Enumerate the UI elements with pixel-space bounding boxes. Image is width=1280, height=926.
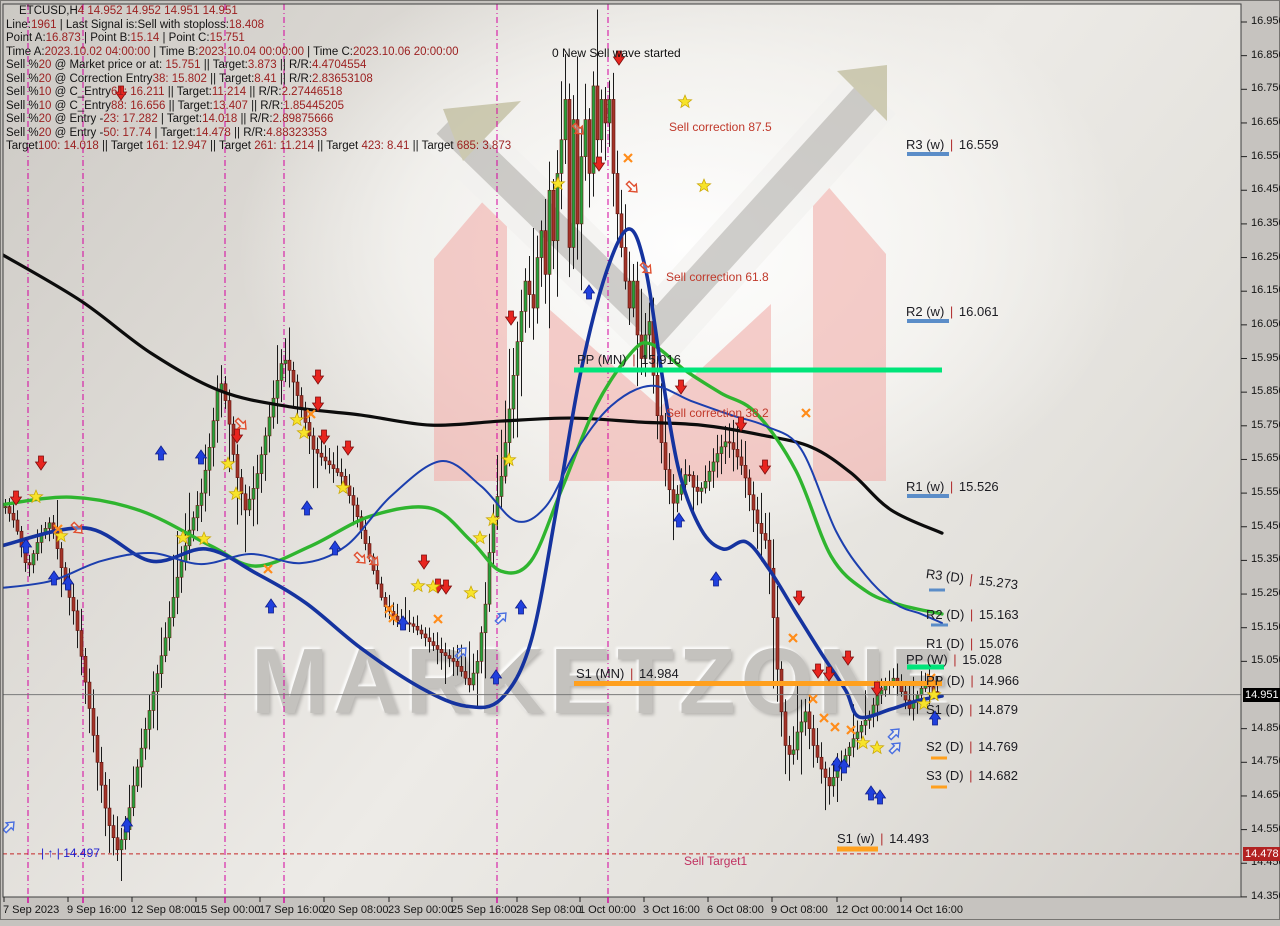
price-axis-label: 15.850 bbox=[1251, 385, 1280, 398]
price-axis-label: 15.450 bbox=[1251, 519, 1280, 532]
time-axis-label: 7 Sep 2023 bbox=[3, 904, 60, 916]
price-axis-label: 14.850 bbox=[1251, 721, 1280, 734]
current-price-badge: 14.951 bbox=[1243, 687, 1280, 702]
time-axis-label: 14 Oct 16:00 bbox=[900, 904, 963, 916]
time-axis-label: 28 Sep 08:00 bbox=[516, 904, 582, 916]
price-axis-label: 16.750 bbox=[1251, 82, 1280, 95]
time-axis-label: 6 Oct 08:00 bbox=[707, 904, 764, 916]
price-axis-label: 15.750 bbox=[1251, 418, 1280, 431]
price-axis-label: 16.850 bbox=[1251, 48, 1280, 61]
price-axis-label: 16.350 bbox=[1251, 216, 1280, 229]
time-axis-label: 17 Sep 16:00 bbox=[259, 904, 325, 916]
price-axis-label: 14.550 bbox=[1251, 822, 1280, 835]
time-axis-label: 9 Sep 16:00 bbox=[67, 904, 127, 916]
price-axis-label: 15.050 bbox=[1251, 654, 1280, 667]
price-axis-label: 16.150 bbox=[1251, 284, 1280, 297]
time-axis-label: 20 Sep 08:00 bbox=[323, 904, 389, 916]
price-axis-label: 15.950 bbox=[1251, 351, 1280, 364]
time-axis-label: 1 Oct 00:00 bbox=[579, 904, 636, 916]
price-axis-label: 16.650 bbox=[1251, 115, 1280, 128]
time-axis-label: 25 Sep 16:00 bbox=[451, 904, 517, 916]
price-axis-label: 16.950 bbox=[1251, 15, 1280, 27]
price-axis-label: 15.350 bbox=[1251, 553, 1280, 566]
time-axis-label: 3 Oct 16:00 bbox=[643, 904, 700, 916]
time-axis-label: 12 Sep 08:00 bbox=[131, 904, 197, 916]
target-price-badge: 14.478 bbox=[1243, 846, 1280, 861]
price-axis-label: 16.050 bbox=[1251, 317, 1280, 330]
chart-plot-area[interactable] bbox=[3, 4, 1241, 897]
time-axis-label: 23 Sep 00:00 bbox=[388, 904, 454, 916]
price-axis-label: 16.250 bbox=[1251, 250, 1280, 263]
price-axis-label: 16.450 bbox=[1251, 183, 1280, 196]
price-axis-label: 15.250 bbox=[1251, 587, 1280, 600]
price-axis-label: 14.750 bbox=[1251, 755, 1280, 768]
price-axis-label: 15.150 bbox=[1251, 620, 1280, 633]
price-axis-label: 15.650 bbox=[1251, 452, 1280, 465]
price-axis-label: 15.550 bbox=[1251, 486, 1280, 499]
time-axis-label: 9 Oct 08:00 bbox=[771, 904, 828, 916]
time-axis-label: 15 Sep 00:00 bbox=[195, 904, 261, 916]
price-axis-label: 14.350 bbox=[1251, 889, 1280, 902]
time-axis-label: 12 Oct 00:00 bbox=[836, 904, 899, 916]
price-axis-label: 14.450 bbox=[1251, 856, 1280, 869]
price-axis-label: 14.650 bbox=[1251, 788, 1280, 801]
price-axis-label: 16.550 bbox=[1251, 149, 1280, 162]
